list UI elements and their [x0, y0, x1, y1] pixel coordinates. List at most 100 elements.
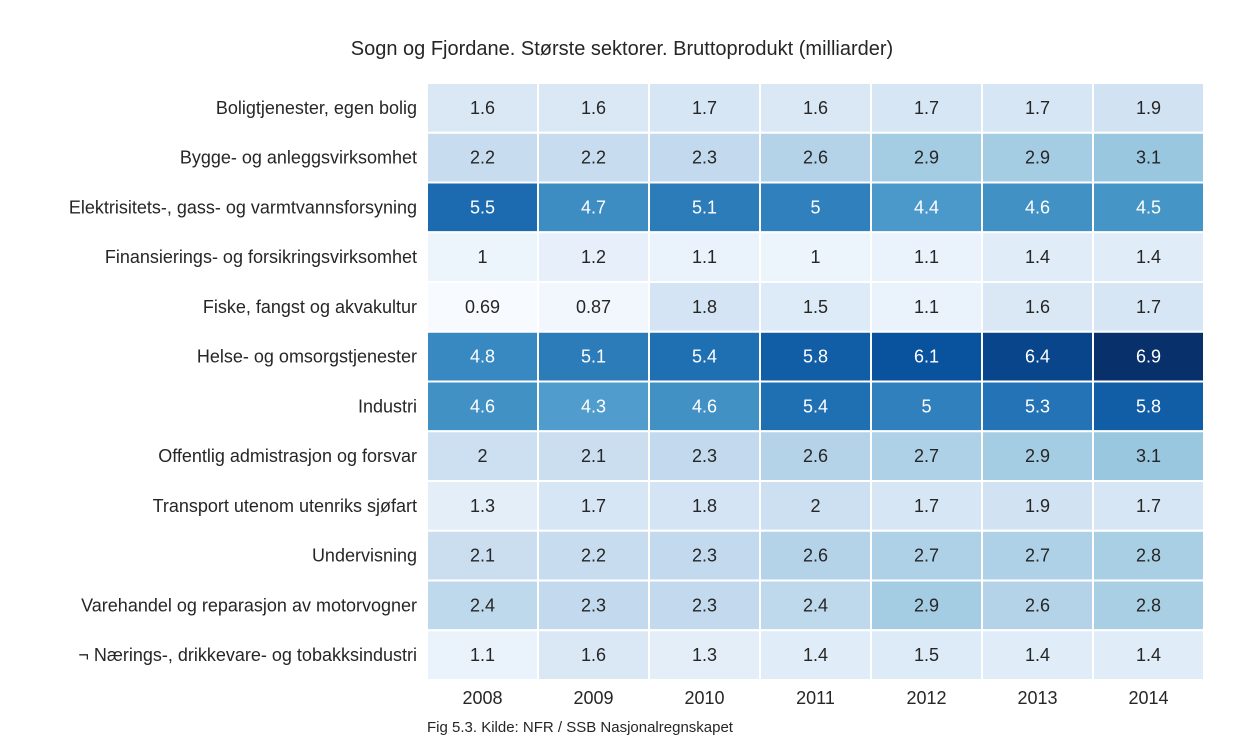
heatmap-cell: [426, 330, 539, 383]
heatmap-cell: [759, 380, 872, 433]
heatmap-cell: [1092, 579, 1205, 632]
row-label: Elektrisitets-, gass- og varmtvannsforsy…: [69, 197, 417, 217]
cell-value-label: 4.6: [692, 396, 717, 416]
cell-value-label: 5.8: [1136, 396, 1161, 416]
cell-value-label: 4.6: [470, 396, 495, 416]
cell-value-label: 2.7: [914, 546, 939, 566]
cell-value-label: 1.5: [803, 297, 828, 317]
row-label: Undervisning: [312, 546, 417, 566]
heatmap-cell: [870, 579, 983, 632]
heatmap-cell: [1092, 430, 1205, 482]
heatmap-cell: [981, 231, 1094, 283]
cell-value-label: 2.2: [581, 546, 606, 566]
cell-value-label: 1.9: [1136, 98, 1161, 118]
cell-value-label: 2.9: [1025, 148, 1050, 168]
cell-value-label: 5.3: [1025, 396, 1050, 416]
cell-value-label: 0.87: [576, 297, 611, 317]
cell-value-label: 1.7: [914, 98, 939, 118]
cell-value-label: 5: [810, 197, 820, 217]
heatmap-cell: [759, 529, 872, 582]
row-label: Transport utenom utenriks sjøfart: [153, 496, 417, 516]
heatmap-cell: [648, 131, 761, 184]
heatmap-cell: [759, 629, 872, 681]
heatmap-cell: [648, 380, 761, 433]
cell-value-label: 1.1: [470, 645, 495, 665]
cell-value-label: 4.3: [581, 396, 606, 416]
cell-value-label: 4.8: [470, 347, 495, 367]
cell-value-label: 2.4: [803, 595, 828, 615]
cell-value-label: 1.6: [470, 98, 495, 118]
heatmap-cell: [1092, 529, 1205, 582]
heatmap-cell: [981, 529, 1094, 582]
cell-value-label: 1.4: [1136, 247, 1161, 267]
cell-value-label: 2.1: [581, 446, 606, 466]
heatmap-cell: [426, 231, 539, 283]
cell-value-label: 2.3: [692, 546, 717, 566]
column-label: 2010: [684, 688, 724, 708]
heatmap-cell: [1092, 231, 1205, 283]
cell-value-label: 6.9: [1136, 347, 1161, 367]
cell-value-label: 6.4: [1025, 347, 1050, 367]
heatmap-cell: [426, 430, 539, 482]
heatmap-cell: [648, 480, 761, 532]
column-label: 2012: [906, 688, 946, 708]
cell-value-label: 1.3: [470, 496, 495, 516]
cell-value-label: 2.6: [803, 446, 828, 466]
cell-value-label: 4.4: [914, 197, 939, 217]
column-label: 2009: [573, 688, 613, 708]
heatmap-cell: [537, 629, 650, 681]
column-labels: 2008 2009 2010 2011 2012 2013 2014: [462, 688, 1168, 708]
row-labels: Boligtjenester, egen bolig Bygge- og anle…: [69, 98, 417, 665]
heatmap-cell: [981, 181, 1094, 234]
cell-value-label: 1.1: [692, 247, 717, 267]
heatmap-cell: [870, 529, 983, 582]
row-label: Fiske, fangst og akvakultur: [203, 297, 417, 317]
heatmap-cell: [426, 82, 539, 134]
cell-value-label: 1.6: [803, 98, 828, 118]
cell-value-label: 1.9: [1025, 496, 1050, 516]
heatmap-cell: [537, 430, 650, 482]
cell-value-label: 2.3: [692, 446, 717, 466]
cell-value-label: 2.6: [803, 148, 828, 168]
cell-value-label: 2.9: [914, 148, 939, 168]
chart-title: Sogn og Fjordane. Største sektorer. Brut…: [351, 38, 893, 60]
figure-caption: Fig 5.3. Kilde: NFR / SSB Nasjonalregnsk…: [427, 719, 733, 736]
heatmap-cell: [1092, 629, 1205, 681]
heatmap-cell: [1092, 131, 1205, 184]
cell-value-label: 1.7: [1136, 496, 1161, 516]
cell-value-label: 1.3: [692, 645, 717, 665]
row-label: Industri: [358, 396, 417, 416]
heatmap-cell: [648, 281, 761, 333]
heatmap-cell: [537, 579, 650, 632]
cell-value-label: 2.3: [692, 595, 717, 615]
cell-value-label: 2.2: [581, 148, 606, 168]
cell-value-label: 3.1: [1136, 446, 1161, 466]
cell-value-label: 2.3: [692, 148, 717, 168]
heatmap-cells: 1.6 1.6 1.7 1.6 1.7 1.7 1.9 2.2 2.2 2.3 2.6 2.9 2.9 3…: [426, 82, 1205, 681]
column-label: 2008: [462, 688, 502, 708]
cell-value-label: 1.8: [692, 297, 717, 317]
heatmap-cell: [981, 579, 1094, 632]
cell-value-label: 2.8: [1136, 546, 1161, 566]
cell-value-label: 2.1: [470, 546, 495, 566]
cell-value-label: 5: [921, 396, 931, 416]
row-label: Offentlig admistrasjon og forsvar: [158, 446, 417, 466]
heatmap-cell: [537, 330, 650, 383]
heatmap-cell: [426, 131, 539, 184]
cell-value-label: 2.9: [914, 595, 939, 615]
heatmap-cell: [1092, 181, 1205, 234]
cell-value-label: 1: [477, 247, 487, 267]
cell-value-label: 1.7: [581, 496, 606, 516]
cell-value-label: 1.4: [803, 645, 828, 665]
cell-value-label: 5.8: [803, 347, 828, 367]
heatmap-cell: [759, 579, 872, 632]
heatmap-cell: [759, 430, 872, 482]
cell-value-label: 2.2: [470, 148, 495, 168]
cell-value-label: 5.5: [470, 197, 495, 217]
cell-value-label: 4.7: [581, 197, 606, 217]
heatmap-cell: [870, 430, 983, 482]
cell-value-label: 1: [810, 247, 820, 267]
row-label: Boligtjenester, egen bolig: [216, 98, 417, 118]
cell-value-label: 0.69: [465, 297, 500, 317]
